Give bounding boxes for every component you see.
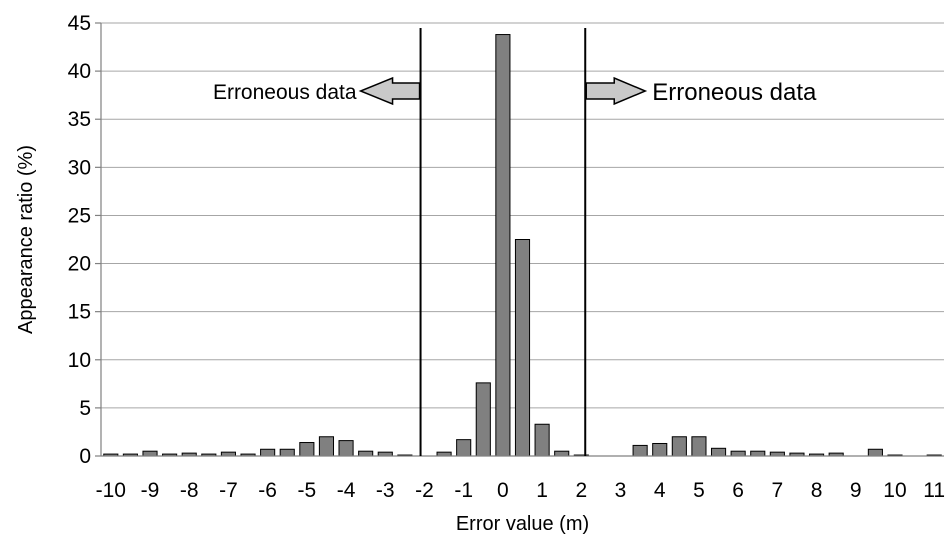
x-tick-label: -8: [180, 479, 199, 502]
x-tick-labels: -10 -9 -8 -7 -6 -5 -4 -3 -2 -1 0 1 2 3 4 5 6 7 8 9 10 11: [96, 479, 945, 502]
x-tick-label: 3: [615, 479, 627, 502]
x-tick-label: 11: [923, 479, 945, 502]
bar: [554, 450, 570, 457]
bar: [534, 423, 550, 457]
x-tick-label: 6: [732, 479, 744, 502]
bar: [142, 450, 158, 457]
x-tick-label: -10: [96, 479, 126, 502]
bar: [750, 450, 766, 457]
x-tick-label: -4: [337, 479, 356, 502]
bar: [730, 450, 746, 457]
gridlines: [101, 22, 944, 409]
x-tick-label: -9: [141, 479, 160, 502]
bar: [279, 448, 295, 457]
y-tick-label: 40: [68, 60, 91, 83]
bar: [299, 442, 315, 457]
y-tick-label: 0: [79, 445, 91, 468]
y-tick-labels: 0 5 10 15 20 25 30 35 40 45: [68, 12, 91, 468]
bar: [671, 436, 687, 457]
x-axis-label: Error value (m): [456, 513, 589, 535]
annotation-right: Erroneous data: [652, 79, 817, 106]
bar: [358, 450, 374, 457]
x-tick-label: 5: [693, 479, 705, 502]
x-tick-label: 7: [772, 479, 784, 502]
bar: [495, 34, 511, 457]
y-axis-label: Appearance ratio (%): [15, 145, 37, 334]
bar: [710, 447, 727, 457]
threshold-lines: [419, 28, 587, 456]
x-tick-label: -1: [454, 479, 473, 502]
bar: [475, 382, 491, 457]
x-tick-label: -2: [415, 479, 434, 502]
bar: [691, 436, 707, 457]
x-tick-label: -5: [298, 479, 317, 502]
x-tick-label: 2: [575, 479, 587, 502]
bar: [456, 439, 472, 457]
y-tick-label: 10: [68, 349, 91, 372]
x-tick-label: 10: [883, 479, 906, 502]
x-tick-label: -6: [258, 479, 277, 502]
bar: [260, 448, 276, 457]
bar: [632, 444, 648, 457]
annotations: Erroneous data Erroneous data: [213, 76, 817, 106]
y-tick-label: 20: [68, 253, 91, 276]
bar: [318, 436, 335, 457]
bar: [652, 442, 668, 457]
x-tick-label: 9: [850, 479, 862, 502]
bar: [514, 239, 531, 457]
bar: [867, 448, 883, 457]
y-tick-label: 5: [79, 397, 91, 420]
x-tick-label: -7: [219, 479, 238, 502]
bars: [103, 34, 942, 457]
right-arrow-icon: [585, 76, 648, 106]
y-tick-label: 25: [68, 204, 91, 227]
x-tick-label: 4: [654, 479, 666, 502]
y-tick-label: 30: [68, 156, 91, 179]
x-tick-label: 8: [811, 479, 823, 502]
x-tick-label: 1: [536, 479, 548, 502]
x-tick-label: -3: [376, 479, 395, 502]
y-tick-label: 15: [68, 301, 91, 324]
annotation-left: Erroneous data: [213, 81, 357, 104]
y-tick-label: 35: [68, 108, 91, 131]
left-arrow-icon: [358, 76, 421, 106]
axes: [95, 22, 944, 457]
y-tick-label: 45: [68, 12, 91, 35]
bar: [338, 440, 354, 457]
x-tick-label: 0: [497, 479, 509, 502]
